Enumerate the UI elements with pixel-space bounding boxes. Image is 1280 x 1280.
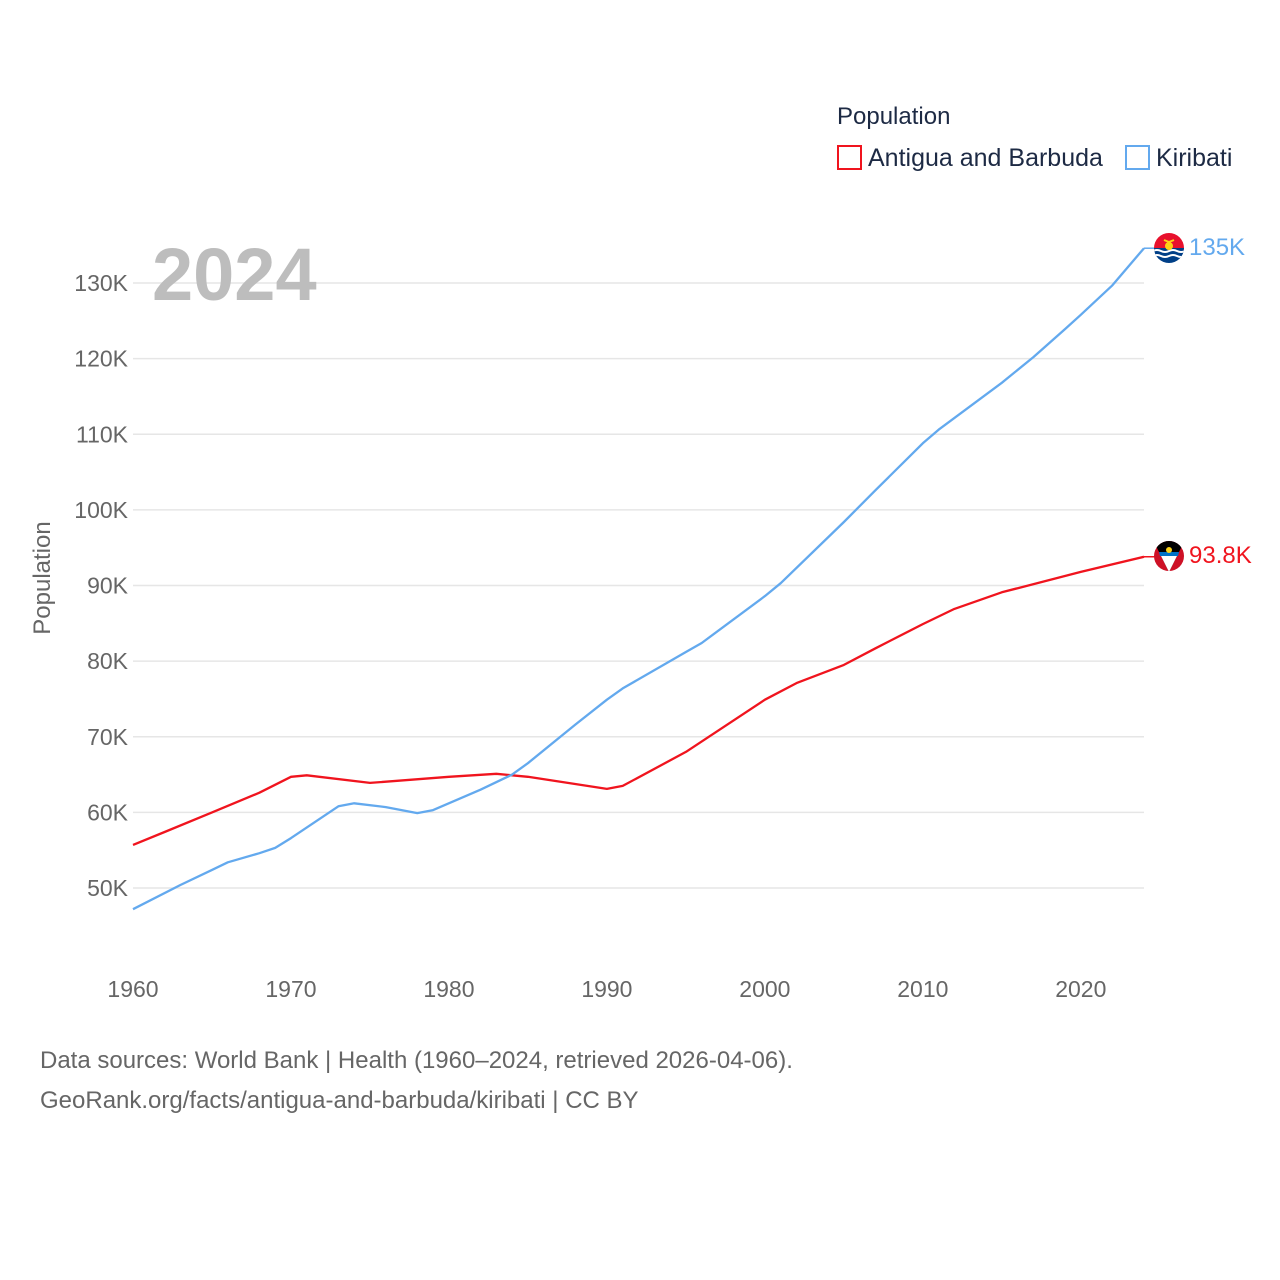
series-line-antigua-and-barbuda bbox=[132, 555, 1145, 846]
end-label-antigua-and-barbuda: 93.8K bbox=[1189, 542, 1252, 569]
y-tick-label: 110K bbox=[76, 421, 129, 447]
x-axis-ticks: 1960 1970 1980 1990 2000 2010 2020 bbox=[107, 976, 1106, 1002]
y-tick-label: 70K bbox=[87, 724, 129, 750]
legend-swatch-kiribati bbox=[1125, 145, 1150, 170]
x-tick-label: 2000 bbox=[739, 976, 790, 1002]
legend-item-kiribati[interactable]: Kiribati bbox=[1125, 144, 1232, 172]
x-tick-label: 1970 bbox=[265, 976, 316, 1002]
footer-link[interactable]: GeoRank.org/facts/antigua-and-barbuda/ki… bbox=[40, 1087, 639, 1114]
footer-sources: Data sources: World Bank | Health (1960–… bbox=[40, 1047, 793, 1074]
x-tick-label: 2020 bbox=[1055, 976, 1106, 1002]
year-label: 2024 bbox=[152, 233, 317, 316]
end-label-kiribati: 135K bbox=[1189, 234, 1245, 261]
y-tick-label: 80K bbox=[87, 648, 129, 674]
legend-item-antigua-and-barbuda[interactable]: Antigua and Barbuda bbox=[837, 144, 1103, 172]
legend-label-kiribati: Kiribati bbox=[1156, 144, 1232, 172]
legend-label-antigua: Antigua and Barbuda bbox=[868, 144, 1103, 172]
x-tick-label: 1980 bbox=[423, 976, 474, 1002]
kiribati-flag-icon bbox=[1154, 233, 1184, 263]
series-line-kiribati bbox=[132, 247, 1145, 911]
x-tick-label: 2010 bbox=[897, 976, 948, 1002]
y-tick-label: 100K bbox=[74, 497, 128, 523]
gridlines bbox=[133, 282, 1144, 889]
legend: Population Antigua and Barbuda Kiribati bbox=[837, 103, 1232, 172]
series-lines bbox=[132, 247, 1156, 911]
y-axis-ticks: 50K 60K 70K 80K 90K 100K 110K 120K 130K bbox=[74, 270, 128, 901]
x-tick-label: 1990 bbox=[581, 976, 632, 1002]
y-tick-label: 60K bbox=[87, 799, 129, 825]
legend-swatch-antigua bbox=[837, 145, 862, 170]
y-tick-label: 130K bbox=[74, 270, 128, 296]
legend-title: Population bbox=[837, 103, 950, 130]
y-tick-label: 50K bbox=[87, 875, 129, 901]
y-axis-title: Population bbox=[29, 521, 56, 634]
y-tick-label: 120K bbox=[74, 346, 128, 372]
x-tick-label: 1960 bbox=[107, 976, 158, 1002]
y-tick-label: 90K bbox=[87, 573, 129, 599]
antigua-and-barbuda-flag-icon bbox=[1154, 541, 1184, 571]
